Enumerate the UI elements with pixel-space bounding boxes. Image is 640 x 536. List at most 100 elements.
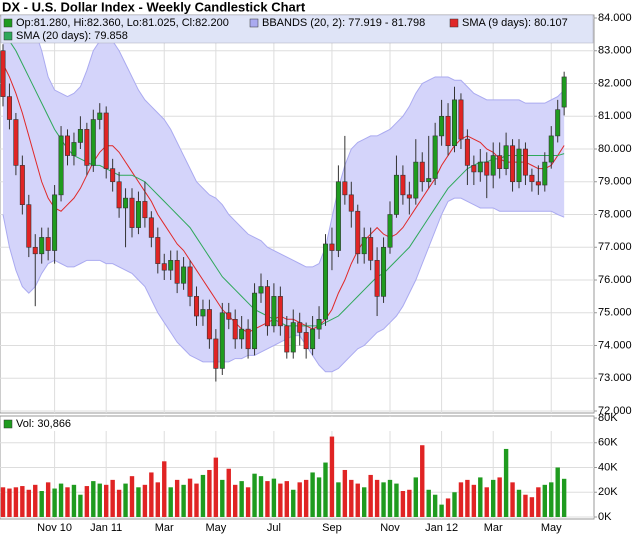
x-tick-label: May [541, 522, 562, 534]
candle-body [419, 161, 425, 183]
volume-bar [529, 497, 535, 517]
volume-bar [400, 491, 406, 517]
candle-body [439, 115, 445, 137]
y-tick-label: 40K [598, 461, 618, 473]
volume-bar [491, 479, 496, 517]
candle-body [348, 194, 354, 212]
volume-bar [329, 436, 335, 517]
price-plot [0, 15, 567, 382]
candle-body [387, 214, 393, 248]
candle-body [535, 181, 541, 186]
y-tick-label: 76.000 [598, 274, 632, 286]
candle-body [19, 165, 25, 205]
legend-swatch [3, 18, 13, 28]
y-tick-label: 84.000 [598, 12, 632, 24]
candle-body [329, 243, 335, 251]
volume-bar [445, 498, 451, 517]
volume-bar [233, 484, 238, 517]
volume-bar [26, 489, 31, 517]
volume-bar [58, 483, 64, 517]
legend-swatch [449, 18, 459, 28]
candle-body [264, 286, 270, 327]
candle-body [129, 197, 135, 228]
candle-body [432, 135, 438, 179]
candle-body [6, 96, 12, 120]
volume-bar [65, 487, 70, 517]
x-tick-label: Sep [322, 522, 342, 534]
volume-bar [213, 457, 219, 517]
volume-bar [252, 473, 257, 517]
candle-body [97, 112, 103, 120]
candle-body [368, 237, 374, 261]
candle-body [426, 178, 432, 183]
candle-body [477, 161, 483, 173]
candle-body [381, 246, 387, 297]
candle-body [297, 322, 303, 333]
volume-bar [503, 448, 509, 517]
candle-body [303, 332, 309, 350]
x-tick-label: Jul [267, 522, 281, 534]
volume-bar [471, 484, 477, 517]
volume-bar [258, 476, 264, 517]
candle-body [271, 296, 277, 327]
volume-bar [265, 481, 270, 517]
volume-bar [149, 472, 154, 517]
sma-line [2, 63, 565, 333]
volume-bar [362, 487, 367, 517]
volume-bar [316, 477, 322, 517]
candle-body [239, 328, 245, 340]
volume-bar [516, 489, 522, 517]
volume-bar [310, 472, 315, 517]
candle-body [342, 181, 348, 196]
volume-bar [97, 483, 102, 517]
candle-body [400, 174, 406, 196]
candle-body [516, 148, 522, 183]
volume-bar [510, 482, 515, 517]
candle-body [522, 148, 528, 176]
candle-body [484, 161, 490, 176]
candle-body [39, 237, 45, 255]
volume-bar [0, 487, 6, 517]
y-tick-label: 75.000 [598, 307, 632, 319]
volume-bar [523, 494, 528, 517]
candle-body [310, 328, 316, 350]
x-tick-label: Nov [380, 522, 400, 534]
candle-body [548, 135, 554, 163]
candle-body [555, 109, 561, 137]
bollinger-band-area [3, 15, 565, 372]
volume-bar [39, 491, 44, 517]
x-tick-label: Mar [155, 522, 174, 534]
candle-body [252, 292, 258, 350]
volume-bar [207, 469, 212, 517]
volume-bar [349, 479, 354, 517]
y-tick-label: 79.000 [598, 176, 632, 188]
y-tick-label: 72.000 [598, 405, 632, 417]
volume-bar [123, 483, 128, 517]
volume-bar [78, 494, 83, 517]
volume-bar [33, 484, 38, 517]
candle-body [58, 135, 64, 196]
candle-body [52, 194, 58, 251]
candle-body [13, 119, 19, 166]
volume-bar [142, 484, 148, 517]
candle-body [471, 165, 477, 173]
candle-body [232, 318, 238, 340]
volume-bar [368, 474, 373, 517]
legend-label: Vol: 30,866 [16, 418, 71, 430]
volume-bar [432, 494, 438, 517]
volume-bar [420, 445, 425, 517]
candle-body [155, 237, 161, 264]
legend-swatch [3, 31, 13, 41]
legend-box [1, 417, 593, 431]
candle-body [123, 197, 129, 209]
volume-bar [426, 489, 431, 517]
candle-body [510, 145, 516, 183]
candle-body [355, 210, 361, 255]
volume-bar [45, 482, 51, 517]
volume-bar [245, 487, 251, 517]
candle-body [135, 201, 141, 228]
chart-title: DX - U.S. Dollar Index - Weekly Candlest… [2, 0, 306, 14]
candle-body [284, 325, 290, 353]
volume-bar [239, 481, 244, 517]
